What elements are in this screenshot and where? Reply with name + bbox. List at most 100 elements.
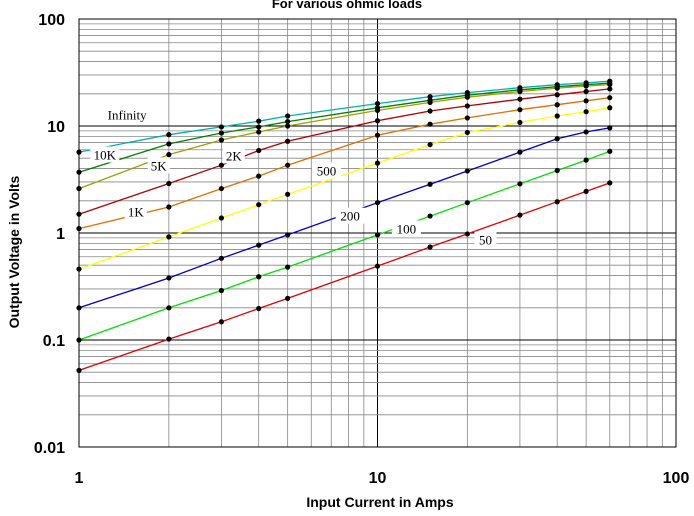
data-point: [554, 167, 560, 174]
y-tick-label: 10: [47, 119, 65, 136]
series-line-10k: [78, 82, 610, 173]
series-line-5k: [78, 83, 610, 190]
data-point: [427, 108, 433, 114]
series-line-500: [78, 107, 610, 270]
data-point: [218, 162, 225, 168]
x-tick-label: 100: [663, 470, 690, 487]
series-label-100: 100: [397, 221, 417, 236]
data-point: [374, 118, 381, 124]
data-point: [374, 107, 381, 113]
data-point: [374, 132, 381, 138]
x-tick-label: 10: [369, 470, 387, 487]
data-point: [76, 149, 82, 155]
data-point: [607, 95, 613, 101]
series-label-50: 50: [479, 233, 492, 248]
data-point: [76, 211, 82, 217]
data-point: [583, 188, 589, 194]
data-point: [218, 137, 225, 143]
plot-frame: [78, 18, 677, 448]
data-point: [427, 181, 433, 187]
data-point: [285, 264, 291, 270]
data-point: [76, 337, 82, 343]
data-point: [583, 88, 589, 95]
data-point: [374, 200, 381, 206]
data-point: [607, 148, 613, 154]
data-point: [218, 124, 225, 130]
data-point: [583, 157, 589, 163]
data-point: [464, 103, 470, 109]
data-point: [166, 152, 172, 158]
data-point: [218, 319, 225, 325]
data-point: [285, 162, 291, 168]
data-point: [517, 96, 523, 102]
data-point: [554, 102, 560, 108]
data-point: [464, 94, 470, 100]
data-point: [427, 142, 433, 148]
series-line-infinity: [78, 80, 610, 153]
data-point: [374, 160, 381, 166]
data-point: [517, 107, 523, 113]
series-label-bg: [312, 162, 342, 179]
series-label-bg: [147, 157, 170, 174]
series-label-infinity: Infinity: [108, 108, 147, 123]
data-point: [166, 275, 172, 281]
series-label-bg: [95, 106, 160, 123]
data-point: [583, 129, 589, 135]
series-label-bg: [335, 207, 365, 224]
data-point: [285, 113, 291, 119]
series-line-2k: [78, 88, 610, 215]
data-point: [464, 231, 470, 237]
data-point: [166, 305, 172, 311]
data-point: [285, 191, 291, 197]
data-point: [166, 180, 172, 187]
x-axis-label: Input Current in Amps: [306, 494, 454, 510]
data-point: [76, 225, 82, 232]
data-point: [218, 185, 225, 192]
data-point: [285, 138, 291, 144]
data-point: [464, 168, 470, 174]
data-point: [427, 94, 433, 100]
data-point: [285, 295, 291, 301]
y-tick-label: 0.01: [34, 440, 65, 457]
series-label-1k: 1K: [128, 205, 145, 220]
data-point: [218, 130, 225, 136]
data-point: [464, 200, 470, 206]
data-point: [256, 129, 262, 135]
series-label-bg: [391, 220, 421, 237]
data-point: [427, 121, 433, 127]
data-point: [256, 274, 262, 280]
data-point: [166, 132, 172, 138]
series-label-2k: 2K: [226, 148, 243, 163]
data-point: [285, 118, 291, 125]
data-point: [583, 83, 589, 89]
data-point: [256, 173, 262, 179]
data-point: [607, 105, 613, 111]
data-point: [166, 204, 172, 210]
data-point: [256, 305, 262, 312]
data-point: [218, 255, 225, 261]
data-point: [256, 147, 262, 154]
data-point: [285, 232, 291, 238]
series-line-50: [78, 182, 611, 372]
data-point: [517, 181, 523, 187]
series-labels: Infinity 10K 5K 2K 1K 500 200 100 50: [90, 106, 497, 248]
data-point: [374, 232, 381, 238]
data-point: [256, 118, 262, 124]
series-label-bg: [124, 203, 147, 220]
data-point: [166, 141, 172, 147]
data-point: [218, 287, 225, 294]
series-label-bg: [474, 231, 497, 248]
data-point: [583, 98, 589, 104]
data-point: [427, 244, 433, 250]
series-label-5k: 5K: [151, 158, 168, 173]
data-point: [607, 180, 613, 186]
data-point: [464, 115, 470, 121]
data-point: [256, 202, 262, 208]
data-point: [554, 136, 560, 142]
data-point: [76, 266, 82, 272]
data-point: [166, 234, 172, 240]
data-point: [607, 86, 613, 92]
series-label-500: 500: [317, 164, 337, 179]
data-point: [374, 100, 381, 107]
